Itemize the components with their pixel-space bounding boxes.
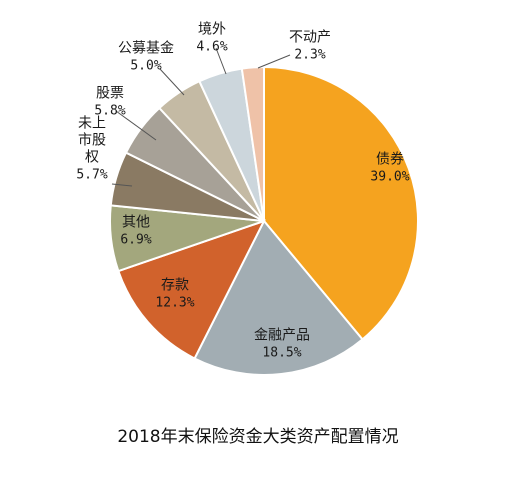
slice-label-6: 股票 [96,86,124,102]
leader-line-8 [215,47,227,75]
slice-value-4: 6.9% [120,233,151,248]
slice-label-group-9: 不动产 2.3% [289,30,331,63]
slice-label-group-8: 境外 4.6% [196,22,227,55]
slice-value-2: 18.5% [262,346,301,361]
leader-lines [111,47,291,187]
slice-label-3: 存款 [161,278,189,294]
slice-label-2: 金融产品 [254,328,310,344]
slice-value-8: 4.6% [196,40,227,55]
slice-value-3: 12.3% [155,296,194,311]
slice-label-7: 公募基金 [118,40,174,57]
slice-label-group-6: 股票 5.8% [94,86,125,119]
slice-value-1: 39.0% [370,170,409,185]
slice-label-5-line-1: 未上 [78,116,106,132]
slice-label-group-3: 存款 12.3% [155,278,194,311]
slice-label-group-2: 金融产品 18.5% [254,328,310,361]
slice-value-5: 5.7% [76,168,107,183]
pie-slice-1 [263,65,419,341]
slice-value-7: 5.0% [130,59,161,74]
slice-label-8: 境外 [198,22,226,38]
leader-line-5 [111,183,133,187]
chart-title: 2018年末保险资金大类资产配置情况 [117,427,398,447]
slice-value-6: 5.8% [94,104,125,119]
slice-value-9: 2.3% [294,48,325,63]
slice-label-5-line-3: 权 [85,150,99,166]
leader-line-6 [115,110,157,141]
pie-slice-2 [193,219,364,376]
pie-slice-9 [240,65,265,222]
slice-label-group-4: 其他 6.9% [120,215,151,248]
slice-label-5-line-2: 市股 [78,132,106,149]
slice-label-group-7: 公募基金 5.0% [118,40,174,74]
pie-slice-3 [117,219,267,360]
leader-line-7 [159,68,185,96]
slice-label-group-1: 债券 39.0% [370,152,409,185]
slice-label-9: 不动产 [289,30,331,46]
slice-label-1: 债券 [376,152,404,168]
slice-label-4: 其他 [122,215,150,231]
leader-line-9 [257,54,291,69]
